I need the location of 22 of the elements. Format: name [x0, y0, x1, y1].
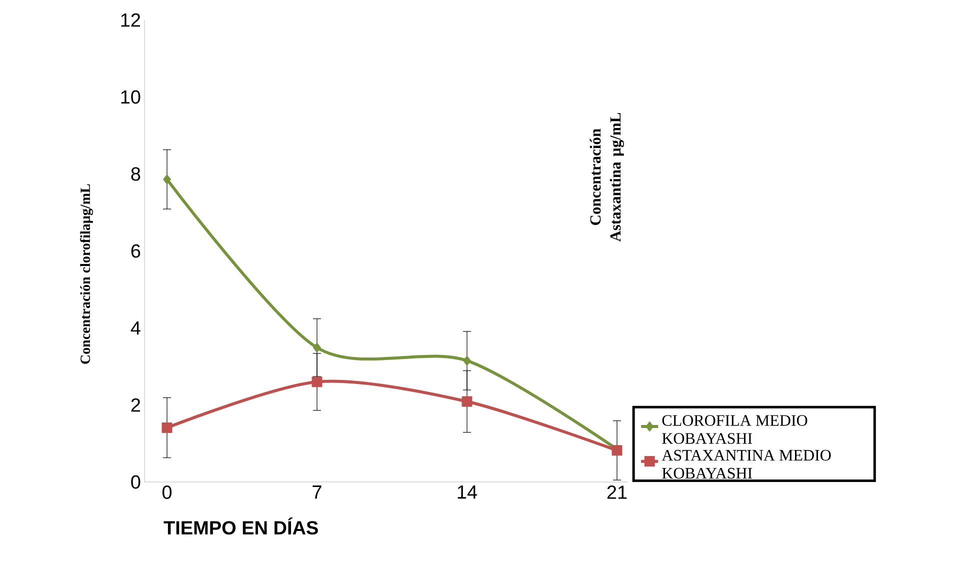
- point: [463, 355, 472, 366]
- y-tick-label: 4: [130, 321, 140, 335]
- point: [462, 396, 472, 407]
- y-tick-label: 8: [131, 167, 140, 181]
- y-tick-label: 12: [121, 13, 140, 27]
- point: [163, 174, 172, 185]
- x-tick-label: 0: [162, 486, 172, 499]
- x-axis-title: TIEMPO EN DÍAS: [164, 518, 318, 535]
- point: [162, 422, 172, 433]
- x-tick-label: 14: [458, 486, 478, 499]
- y-tick-label: 2: [131, 398, 140, 412]
- y2-axis-title: Concentración Astaxantina µg/mL: [590, 112, 624, 242]
- legend-label: CLOROFILA MEDIO KOBAYASHI: [662, 415, 808, 444]
- point: [312, 376, 322, 388]
- y-axis-title: Concentración clorofilaµg/mL: [80, 184, 93, 364]
- y-tick-label: 6: [131, 244, 140, 258]
- x-tick-label: 7: [312, 486, 322, 499]
- y-tick-label: 0: [131, 475, 140, 489]
- point: [313, 342, 322, 353]
- x-tick-label: 21: [607, 486, 627, 499]
- y-tick-label: 10: [121, 90, 140, 104]
- legend-label: ASTAXANTINA MEDIO KOBAYASHI: [662, 450, 831, 479]
